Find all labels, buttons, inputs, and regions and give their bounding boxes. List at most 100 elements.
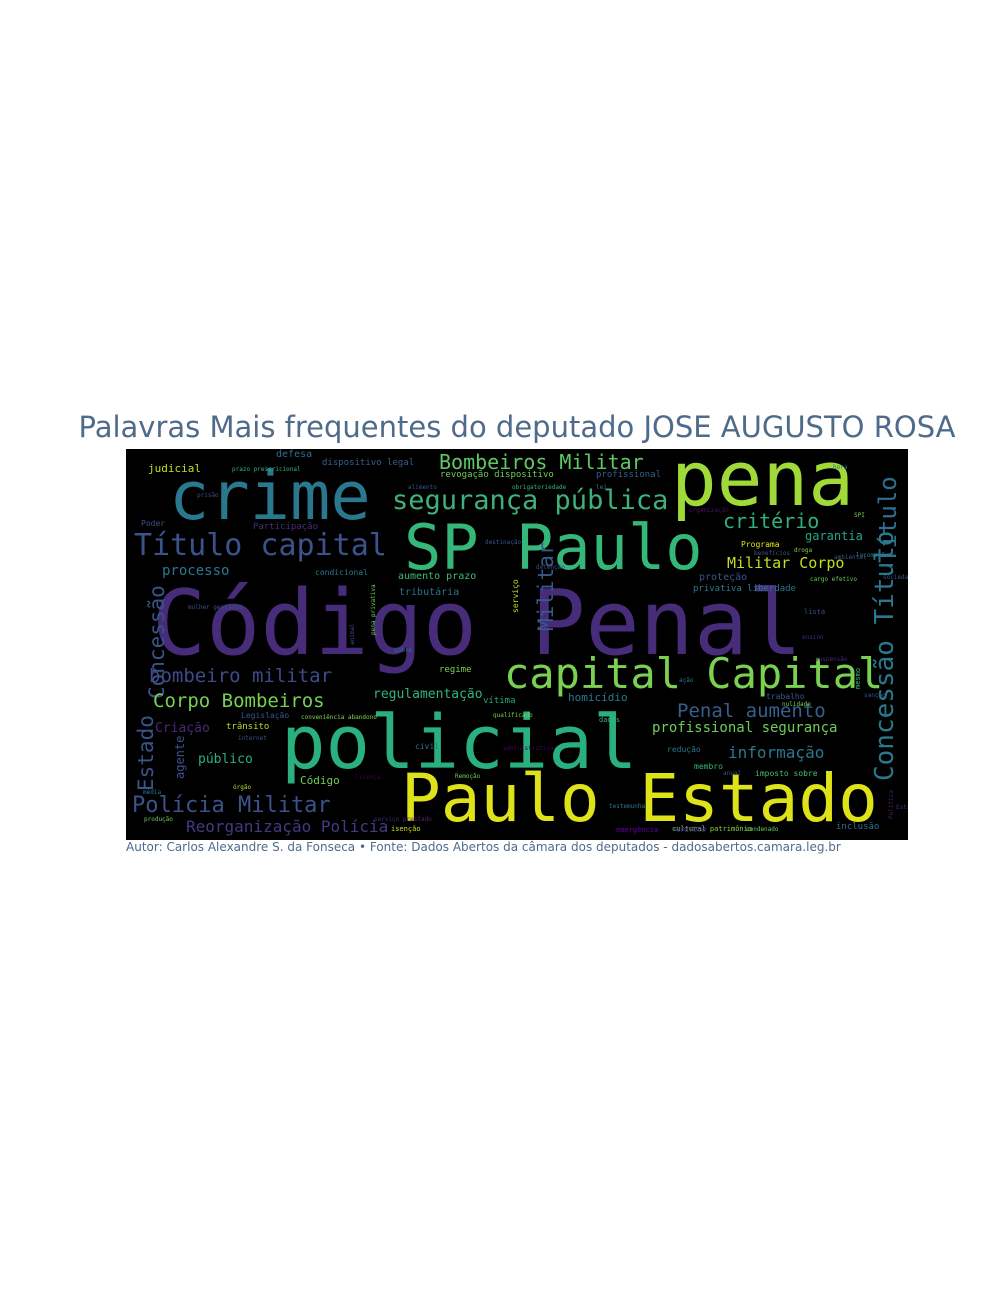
word-garantia: garantia	[805, 529, 863, 543]
word-agente: agente	[173, 735, 187, 779]
word-serviço-prestado: serviço prestado	[374, 816, 432, 823]
word-penal-aumento: Penal aumento	[677, 700, 826, 722]
word-nulidade: nulidade	[782, 701, 811, 708]
word-ambiental: ambiental	[834, 554, 867, 561]
word-exercício: exercício	[674, 826, 707, 833]
word-revogação-dispositivo: revogação dispositivo	[440, 470, 554, 480]
word-concessão-título: Concessão Título	[870, 530, 900, 781]
word-código-penal: Código Penal	[152, 571, 803, 676]
word-proteção: proteção	[699, 572, 748, 583]
word-regulamentação: regulamentação	[373, 687, 483, 702]
word-privativa-liberdade: privativa liberdade	[693, 584, 796, 594]
word-alimento: alimento	[408, 484, 437, 491]
word-órgão: órgão	[233, 784, 252, 791]
word-spi: SPI	[854, 512, 865, 519]
word-detenção: detenção	[536, 564, 565, 571]
word-processo: processo	[162, 563, 230, 579]
source-caption: Autor: Carlos Alexandre S. da Fonseca • …	[126, 840, 841, 854]
word-prisão: prisão	[197, 492, 219, 499]
word-sp-paulo: SP Paulo	[404, 511, 703, 584]
word-poder: Poder	[141, 519, 166, 528]
word-conveniência-abandono: conveniência abandono	[301, 714, 377, 721]
word-internet: internet	[238, 735, 267, 742]
word-civil: civil	[415, 742, 440, 751]
word-cloud: Código Penal policial Paulo Estado pena crim…	[126, 449, 908, 840]
word-polícia-militar: Polícia Militar	[132, 793, 331, 818]
word-defesa: defesa	[276, 449, 313, 460]
word-serviço: serviço	[511, 579, 520, 613]
word-emergência: emergência	[616, 826, 659, 834]
word-condicional: condicional	[315, 568, 368, 577]
word-sanção: sanção	[864, 692, 886, 699]
word-profissional-segurança: profissional segurança	[652, 720, 838, 736]
word-legislação: Legislação	[241, 711, 290, 720]
word-hora: hora	[833, 464, 848, 471]
word-profissional: profissional	[596, 470, 662, 480]
word-imposto-sobre: imposto sobre	[755, 769, 818, 778]
word-reorganização-polícia: Reorganização Polícia	[186, 817, 389, 836]
word-redução: redução	[667, 745, 701, 754]
word-prazo-prescricional: prazo prescricional	[232, 466, 301, 473]
word-policial: policial	[281, 700, 638, 786]
word-inclusão: inclusão	[836, 822, 880, 832]
word-droga: droga	[794, 547, 813, 554]
word-corpo-bombeiros: Corpo Bombeiros	[153, 690, 325, 712]
word-programa: Programa	[741, 540, 780, 549]
word-ensino: ensino	[802, 634, 824, 641]
figure-title: Palavras Mais frequentes do deputado JOS…	[78, 410, 956, 444]
word-membro: membro	[694, 762, 723, 771]
word-lista: lista	[804, 608, 826, 616]
word-judicial: judicial	[148, 462, 201, 475]
word-capital-capital: capital Capital	[504, 649, 884, 698]
word-militar-corpo: Militar Corpo	[727, 554, 845, 572]
word-crime: crime	[169, 457, 371, 535]
word-título-capital: Título capital	[134, 528, 387, 563]
word-informação: informação	[728, 743, 825, 762]
word-produção: produção	[144, 816, 173, 823]
word-organização: organização	[689, 507, 729, 514]
word-criação: Criação	[155, 721, 210, 736]
word-estatuto: Estatuto	[896, 804, 908, 811]
word-público: público	[198, 752, 253, 767]
word-benefícios: benefícios	[754, 550, 791, 557]
word-bombeiro-militar: bombeiro militar	[149, 665, 333, 687]
word-cargo-efetivo: cargo efetivo	[810, 576, 857, 583]
word-política: Política	[888, 790, 895, 819]
word-qualificado: qualificado	[493, 712, 533, 719]
word-locomoção: locomoção	[856, 552, 889, 559]
word-sobre: sobre	[394, 647, 413, 654]
word-regime: regime	[439, 665, 472, 675]
word-vítima: vítima	[483, 696, 516, 706]
word-pena: pena	[671, 449, 855, 523]
word-ação: ação	[679, 677, 694, 684]
word-participação: Participação	[253, 522, 319, 532]
word-suspensão: suspensão	[815, 656, 848, 663]
word-segurança-pública: segurança pública	[392, 485, 669, 516]
word-condenado: condenado	[746, 826, 779, 833]
word-paulo-estado: Paulo Estado	[401, 760, 878, 837]
word-bombeiros-militar: Bombeiros Militar	[439, 450, 644, 474]
word-trânsito: trânsito	[226, 722, 270, 732]
word-licença: licença	[355, 774, 381, 781]
word-tráfico: tráfico	[676, 826, 706, 834]
word-pena-privativa: pena privativa	[370, 584, 377, 635]
word-código: Código	[300, 774, 340, 787]
word-destinação: destinação	[485, 539, 522, 546]
word-dispositivo-legal: dispositivo legal	[322, 458, 415, 468]
word-testemunha: testemunha	[609, 803, 646, 810]
word-mesmo: mesmo	[854, 667, 862, 689]
word-lei: lei	[596, 484, 607, 491]
word-administrativa: administrativa	[503, 745, 554, 752]
word-estado: Estado	[134, 715, 158, 791]
word-tributária: tributária	[399, 587, 460, 598]
word-animal: animal	[349, 623, 356, 645]
word-trabalho: trabalho	[766, 692, 805, 701]
word-dados: dados	[599, 716, 621, 724]
word-militar: Militar	[534, 542, 558, 631]
word-média: média	[143, 789, 162, 796]
word-aumento-prazo: aumento prazo	[398, 571, 477, 582]
word-anual: anual	[723, 770, 742, 777]
word-cultural-patrimônio: cultural patrimônio	[672, 825, 753, 833]
word-sociedade: sociedade	[883, 574, 908, 581]
word-critério: critério	[723, 509, 820, 533]
